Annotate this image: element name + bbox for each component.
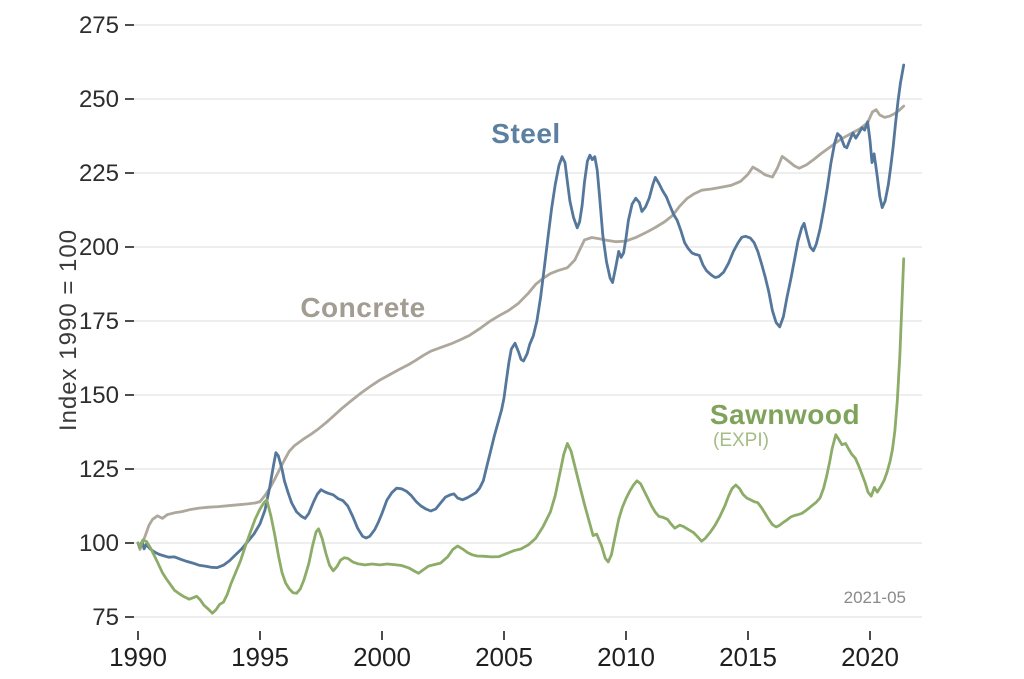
series-label-steel: Steel (491, 118, 561, 149)
x-tick-label: 2000 (353, 642, 411, 672)
series-line-steel (136, 63, 906, 569)
y-tick-label: 75 (92, 604, 119, 631)
series-line-sawnwood (136, 257, 906, 615)
x-tick-label: 1990 (109, 642, 167, 672)
y-tick-label: 225 (79, 160, 119, 187)
y-tick-label: 125 (79, 456, 119, 483)
y-tick-label: 200 (79, 234, 119, 261)
y-tick-label: 250 (79, 86, 119, 113)
x-tick-label: 2020 (841, 642, 899, 672)
y-tick-label: 275 (79, 12, 119, 39)
x-tick-label: 1995 (231, 642, 289, 672)
y-tick-label: 175 (79, 308, 119, 335)
y-axis-title: Index 1990 = 100 (55, 228, 82, 432)
y-tick-label: 150 (79, 382, 119, 409)
series-label-sawnwood: Sawnwood (709, 399, 861, 430)
series-sublabel-expi: (EXPI) (713, 430, 769, 451)
y-tick-label: 100 (79, 530, 119, 557)
x-tick-label: 2015 (719, 642, 777, 672)
latest-date-annotation: 2021-05 (843, 588, 906, 607)
x-tick-label: 2010 (597, 642, 655, 672)
series-label-concrete: Concrete (300, 292, 426, 323)
series-line-concrete (136, 104, 906, 551)
x-tick-label: 2005 (475, 642, 533, 672)
